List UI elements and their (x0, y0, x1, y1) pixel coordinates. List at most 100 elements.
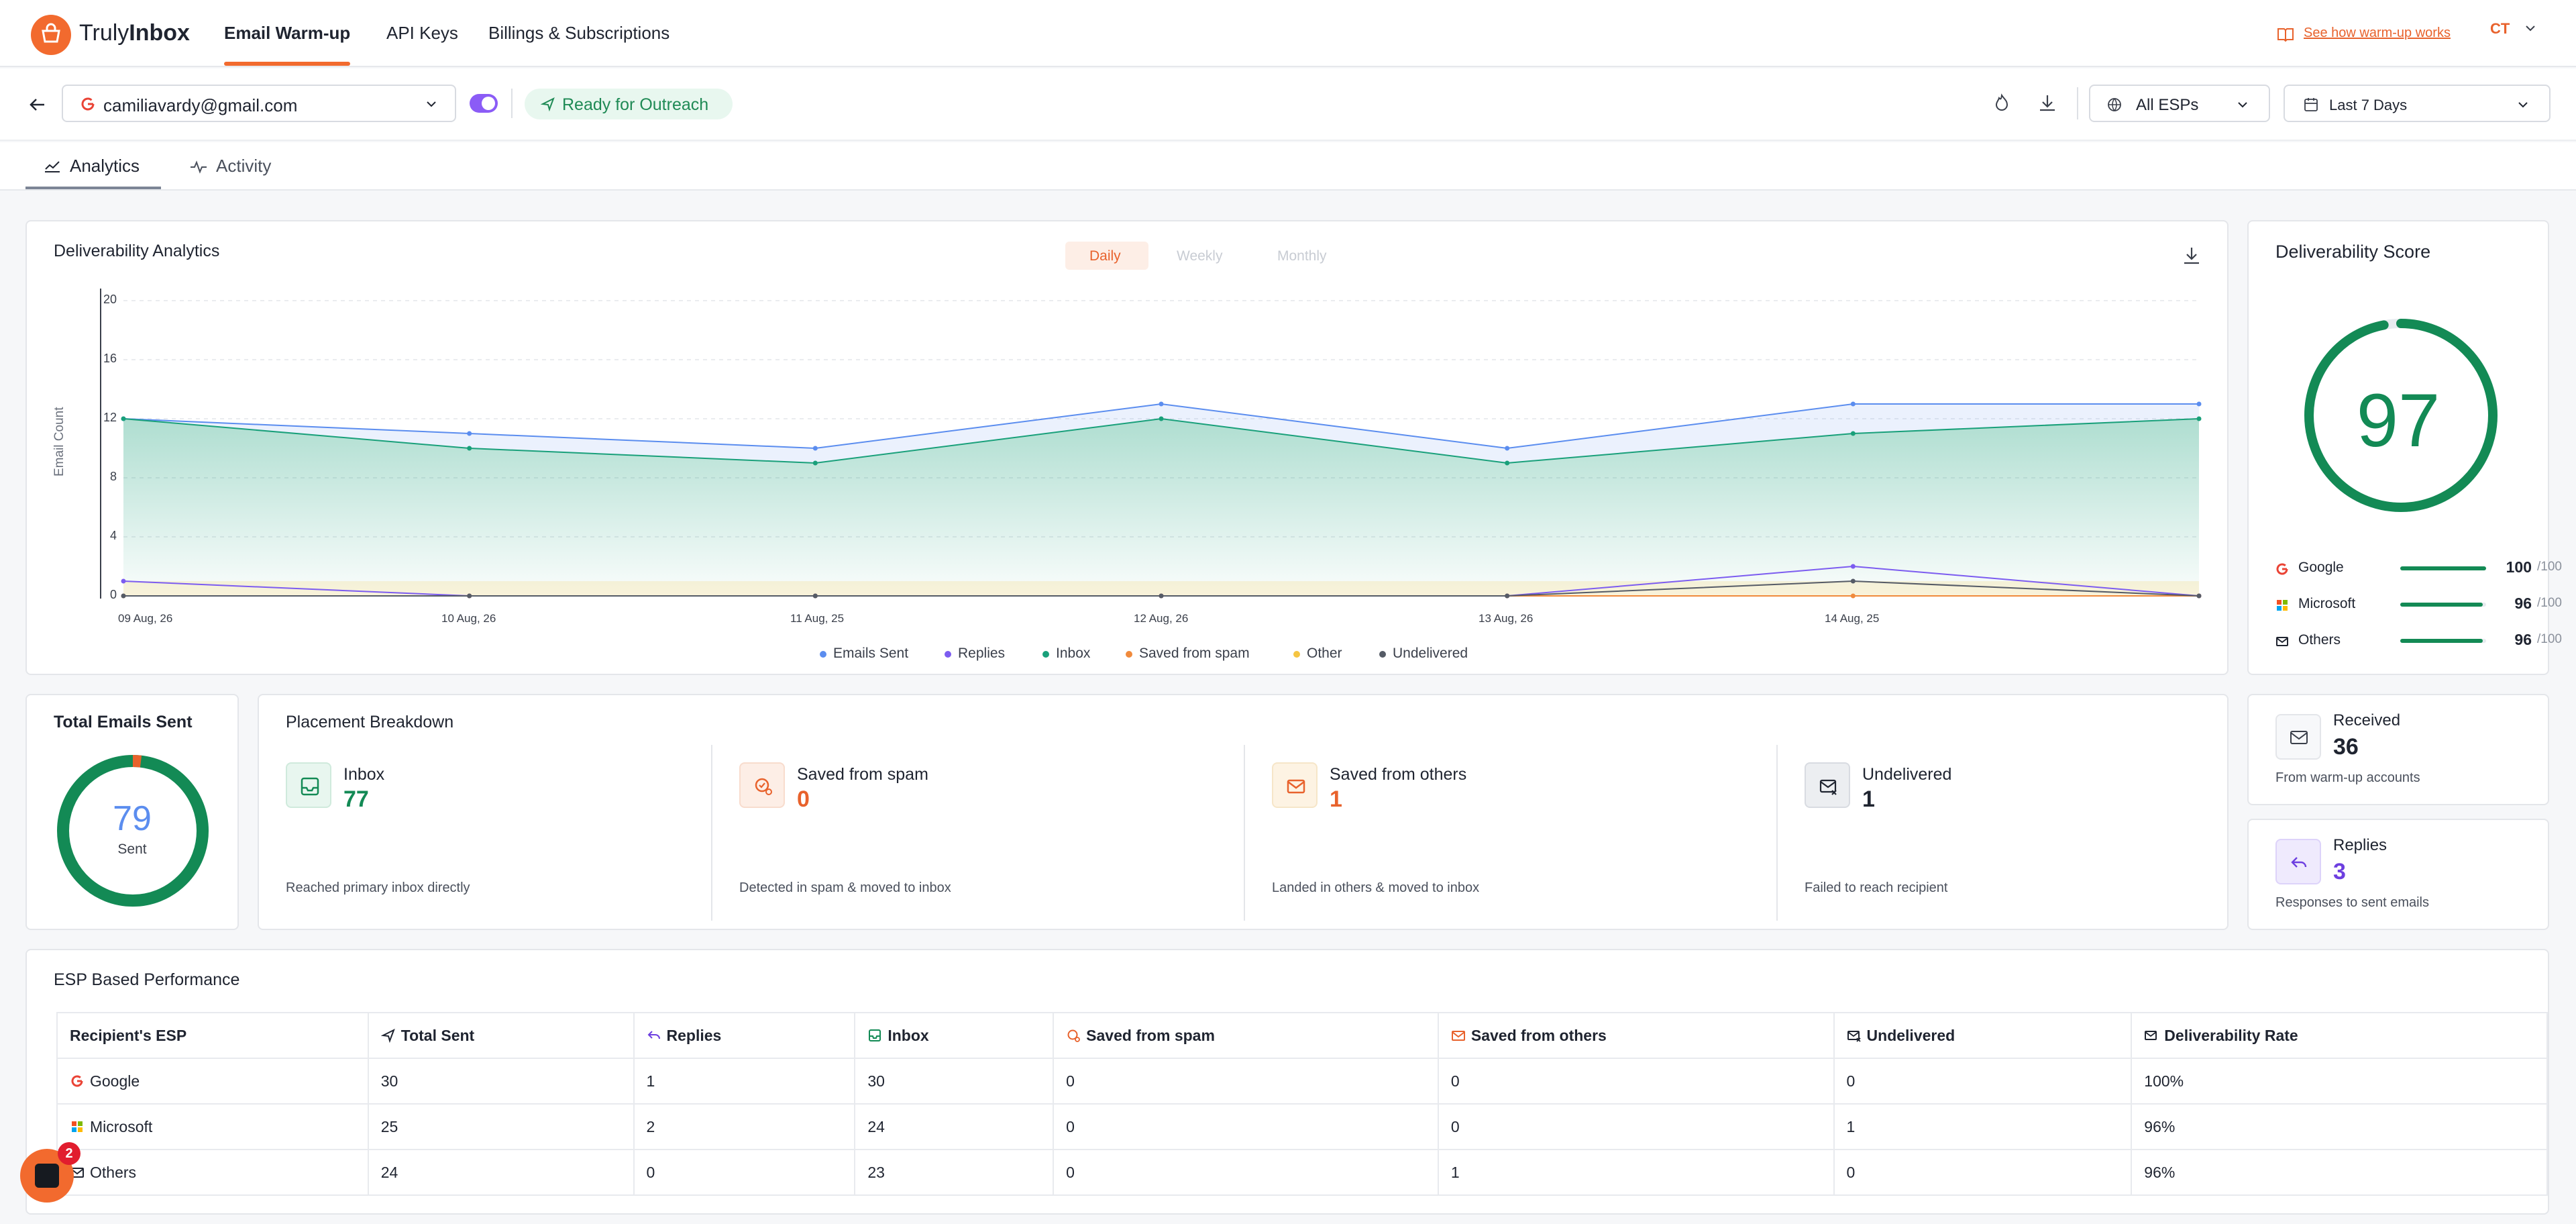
y-tick: 16 (103, 352, 117, 365)
chevron-down-icon (2526, 26, 2535, 32)
card-title: Deliverability Analytics (54, 242, 220, 260)
point-undelivered (121, 593, 126, 599)
x-tick: 14 Aug, 25 (1825, 612, 1880, 625)
score-value: 97 (2356, 378, 2440, 462)
send-icon (541, 97, 555, 111)
period-daily[interactable]: Daily (1065, 242, 1148, 270)
placement-saved-from-others: Saved from others 1 Landed in others & m… (1272, 762, 1795, 937)
point-inbox (121, 416, 126, 421)
point-emails-sent (2196, 401, 2202, 407)
point-emails-sent (812, 446, 818, 451)
toolbar-divider (511, 89, 513, 118)
x-tick: 10 Aug, 26 (441, 612, 496, 625)
mail-x-icon (1805, 762, 1850, 808)
download-chart-icon[interactable] (2180, 244, 2203, 267)
toolbar-divider (2077, 87, 2078, 119)
point-replies (121, 578, 126, 584)
brand-name[interactable]: TrulyInbox (79, 20, 190, 46)
tab-active-indicator (25, 187, 161, 189)
mail-icon (2276, 637, 2288, 646)
spam-shield-icon (1067, 1029, 1081, 1042)
point-inbox (2196, 416, 2202, 421)
nav-api-keys[interactable]: API Keys (386, 23, 458, 43)
date-range-select[interactable]: Last 7 Days (2284, 85, 2551, 122)
col-total-sent: Total Sent (367, 1012, 635, 1059)
point-undelivered (467, 593, 472, 599)
nav-active-indicator (224, 62, 350, 66)
download-icon[interactable] (2035, 91, 2059, 115)
chat-launcher-button[interactable]: 2 (20, 1142, 80, 1203)
y-tick: 4 (109, 529, 117, 542)
col-recipient-esp: Recipient's ESP (56, 1012, 369, 1059)
envelope-icon (1451, 1030, 1465, 1041)
placement-divider (1776, 745, 1778, 921)
google-icon (71, 1075, 83, 1086)
warmup-toggle[interactable] (470, 94, 498, 113)
card-title: Placement Breakdown (286, 713, 454, 731)
received-desc: From warm-up accounts (2275, 770, 2420, 785)
x-tick: 09 Aug, 26 (118, 612, 173, 625)
score-bar-fill (2400, 603, 2483, 607)
period-monthly[interactable]: Monthly (1277, 248, 1327, 264)
received-card: Received 36 From warm-up accounts (2247, 694, 2549, 805)
status-text: Ready for Outreach (562, 95, 709, 114)
point-inbox (467, 446, 472, 451)
mail-x-icon (1847, 1030, 1861, 1042)
point-emails-sent (1505, 446, 1510, 451)
score-arc (2304, 319, 2498, 512)
microsoft-icon (72, 1121, 83, 1132)
card-title: ESP Based Performance (54, 970, 240, 989)
toolbar: camiliavardy@gmail.com Ready for Outreac… (0, 68, 2576, 141)
calendar-icon (2304, 98, 2318, 111)
esp-performance-table: Recipient's ESP Total Sent Replies Inbox… (56, 1012, 2548, 1196)
chevron-down-icon (2238, 102, 2247, 108)
account-select[interactable]: camiliavardy@gmail.com (62, 85, 456, 122)
score-row-others: Others 96/100 (2275, 631, 2562, 651)
send-icon (380, 1028, 395, 1043)
table-header-row: Recipient's ESP Total Sent Replies Inbox… (56, 1012, 2548, 1059)
inbox-in-icon (2275, 714, 2321, 760)
y-tick: 12 (103, 411, 117, 424)
activity-pulse-icon (191, 160, 207, 174)
score-row-google: Google 100/100 (2275, 558, 2562, 578)
y-tick: 8 (109, 470, 117, 483)
microsoft-icon (2277, 600, 2288, 611)
reply-icon (2275, 839, 2321, 884)
point-replies (1850, 564, 1856, 569)
point-emails-sent (1159, 401, 1164, 407)
logo-icon[interactable] (31, 15, 71, 55)
point-inbox (1159, 416, 1164, 421)
area-other (123, 581, 2199, 596)
chart-line-icon (45, 161, 60, 172)
warmup-help-link[interactable]: See how warm-up works (2304, 26, 2451, 40)
tab-analytics[interactable]: Analytics (43, 153, 164, 191)
point-undelivered (1505, 593, 1510, 599)
envelope-icon (1272, 762, 1318, 808)
x-tick: 12 Aug, 26 (1134, 612, 1189, 625)
point-inbox (1505, 460, 1510, 466)
placement-inbox: Inbox 77 Reached primary inbox directly (286, 762, 809, 937)
point-undelivered (2196, 593, 2202, 599)
esp-filter-select[interactable]: All ESPs (2089, 85, 2270, 122)
spam-shield-icon (739, 762, 785, 808)
chevron-down-icon (427, 101, 436, 107)
total-emails-sent-card: Total Emails Sent 79 Sent (25, 694, 239, 930)
table-row: Google 30 1 30 0 0 0 100% (56, 1058, 2548, 1105)
tab-activity[interactable]: Activity (189, 153, 310, 191)
period-weekly[interactable]: Weekly (1177, 248, 1223, 264)
x-tick: 11 Aug, 25 (790, 612, 845, 625)
placement-undelivered: Undelivered 1 Failed to reach recipient (1805, 762, 2328, 937)
nav-email-warmup[interactable]: Email Warm-up (224, 23, 351, 43)
back-arrow-icon[interactable] (27, 94, 48, 115)
table-row: Others 24 0 23 0 1 0 96% (56, 1149, 2548, 1196)
account-email: camiliavardy@gmail.com (103, 95, 298, 115)
nav-billings[interactable]: Billings & Subscriptions (488, 23, 670, 43)
placement-saved-from-spam: Saved from spam 0 Detected in spam & mov… (739, 762, 1263, 937)
point-undelivered (1159, 593, 1164, 599)
user-avatar[interactable]: CT (2490, 20, 2535, 38)
esp-filter-value: All ESPs (2136, 96, 2199, 114)
flame-settings-icon[interactable] (1990, 91, 2014, 115)
table-row: Microsoft 25 2 24 0 0 1 96% (56, 1103, 2548, 1150)
placement-divider (1244, 745, 1245, 921)
